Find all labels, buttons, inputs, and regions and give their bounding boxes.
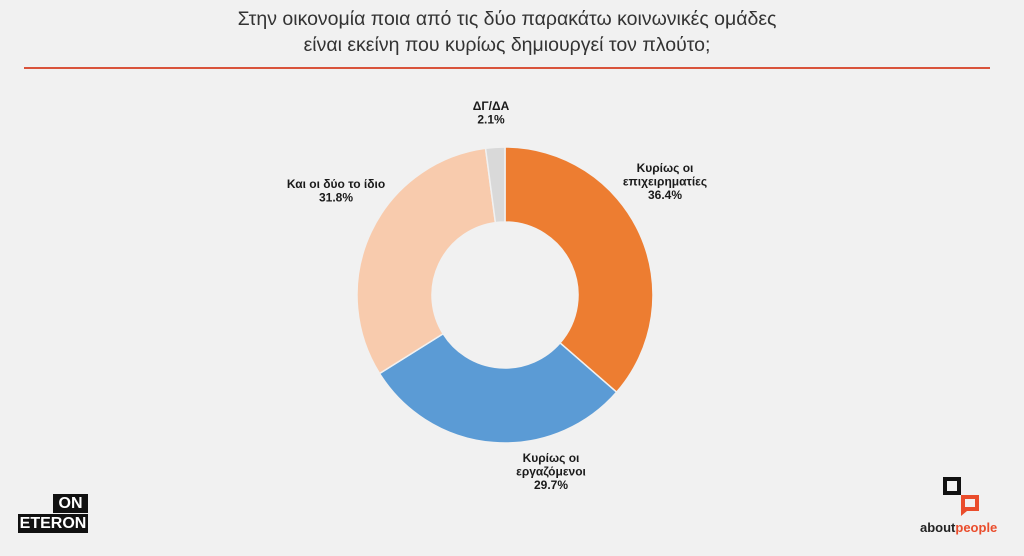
aboutpeople-mark-icon bbox=[943, 477, 979, 516]
donut-labels: Κυρίως οι επιχειρηματίες 36.4%Κυρίως οι εργ… bbox=[287, 99, 707, 492]
donut-slice-label-line: Κυρίως οι bbox=[637, 161, 694, 175]
donut-slice-label-line: ΔΓ/ΔΑ bbox=[473, 99, 510, 113]
donut-slice-value: 36.4% bbox=[648, 188, 682, 202]
aboutpeople-wordmark-accent: people bbox=[955, 520, 998, 535]
aboutpeople-logo: aboutpeople bbox=[920, 476, 1010, 536]
donut-slice-label: Κυρίως οι εργαζόμενοι 29.7% bbox=[516, 451, 586, 492]
oneteron-logo-eteron: ETERON bbox=[18, 514, 88, 533]
chart-title-line-1: Στην οικονομία ποια από τις δύο παρακάτω… bbox=[237, 8, 777, 30]
aboutpeople-wordmark: aboutpeople bbox=[920, 520, 1010, 535]
chart-title: Στην οικονομία ποια από τις δύο παρακάτω… bbox=[0, 6, 1014, 58]
donut-slice-value: 2.1% bbox=[477, 113, 505, 127]
donut-slice-value: 31.8% bbox=[319, 191, 353, 205]
donut-slice-label-line: Κυρίως οι bbox=[523, 451, 580, 465]
donut-slice-label-line: Και οι δύο το ίδιο bbox=[287, 177, 385, 191]
oneteron-logo: ON ETERON bbox=[18, 494, 88, 536]
donut-slice bbox=[504, 146, 654, 394]
donut-slice-label-line: επιχειρηματίες bbox=[623, 175, 707, 189]
donut-slices bbox=[356, 146, 654, 444]
donut-slice bbox=[484, 146, 506, 224]
donut-slice bbox=[356, 147, 497, 375]
title-divider bbox=[24, 67, 990, 69]
donut-slice-label: Και οι δύο το ίδιο 31.8% bbox=[287, 177, 385, 205]
donut-slice-label-line: εργαζόμενοι bbox=[516, 465, 586, 479]
chart-title-line-2: είναι εκείνη που κυρίως δημιουργεί τον π… bbox=[303, 34, 711, 56]
oneteron-logo-on: ON bbox=[53, 494, 88, 513]
aboutpeople-wordmark-main: about bbox=[920, 520, 956, 535]
donut-slice bbox=[378, 332, 618, 444]
donut-slice-label: Κυρίως οι επιχειρηματίες 36.4% bbox=[623, 161, 707, 202]
donut-slice-value: 29.7% bbox=[534, 478, 568, 492]
donut-slice-label: ΔΓ/ΔΑ 2.1% bbox=[473, 99, 510, 127]
